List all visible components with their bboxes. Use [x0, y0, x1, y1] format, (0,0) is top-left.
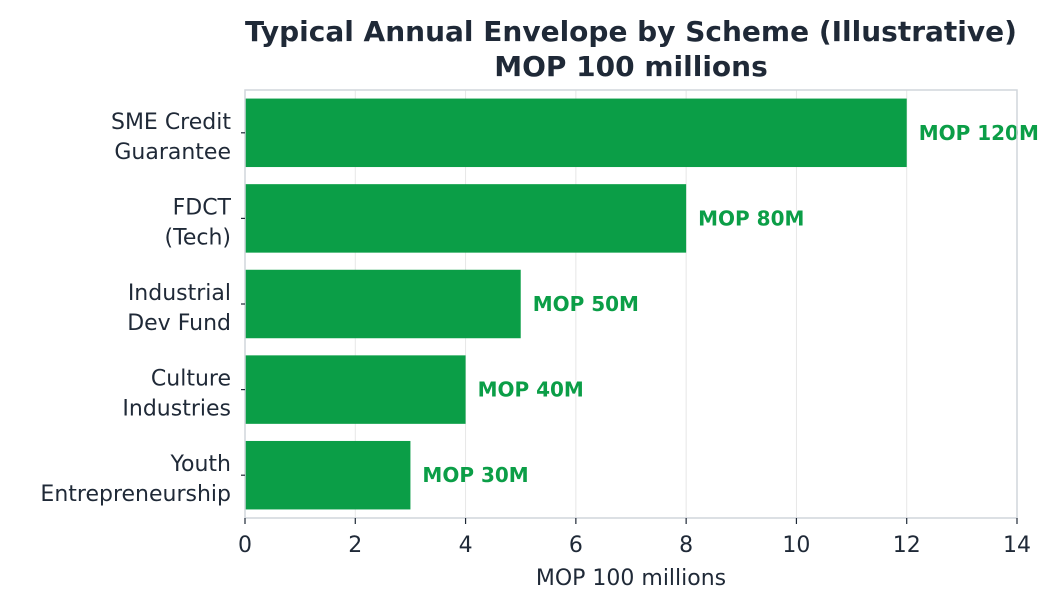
y-tick-label-line: Culture [151, 367, 231, 392]
y-tick-label-2: Industrial Dev Fund [127, 281, 231, 336]
chart-subtitle: MOP 100 millions [494, 50, 768, 83]
x-tick-label-3: 6 [569, 533, 583, 558]
y-tick-label-line: Guarantee [114, 140, 231, 165]
y-tick-label-4: Youth Entrepreneurship [40, 452, 231, 507]
y-tick-label-line: Dev Fund [127, 311, 231, 336]
data-label-2: MOP 50M [533, 292, 639, 316]
bar-1 [245, 184, 687, 253]
x-axis-label: MOP 100 millions [536, 566, 726, 591]
bar-3 [245, 355, 466, 424]
y-tick-label-line: Industries [122, 397, 231, 422]
y-tick-label-line: Industrial [128, 281, 231, 306]
x-tick-label-2: 4 [459, 533, 473, 558]
y-tick-label-0: SME Credit Guarantee [111, 110, 231, 165]
y-tick-label-line: Entrepreneurship [40, 482, 231, 507]
y-tick-label-line: (Tech) [165, 225, 231, 250]
y-tick-label-line: SME Credit [111, 110, 231, 135]
x-axis-ticks: 0 2 4 6 8 10 12 14 [238, 518, 1031, 558]
x-tick-label-0: 0 [238, 533, 252, 558]
data-label-1: MOP 80M [698, 206, 804, 230]
bars: MOP 120M MOP 80M MOP 50M MOP 40M MOP 30M [245, 98, 1039, 510]
y-tick-label-line: FDCT [173, 195, 232, 220]
x-tick-label-6: 12 [893, 533, 921, 558]
chart-title: Typical Annual Envelope by Scheme (Illus… [245, 15, 1017, 48]
data-label-3: MOP 40M [478, 378, 584, 402]
x-tick-label-5: 10 [782, 533, 810, 558]
y-tick-label-3: Culture Industries [122, 367, 231, 422]
x-tick-label-4: 8 [679, 533, 693, 558]
y-axis-ticks: SME Credit Guarantee FDCT (Tech) Industrial D… [40, 110, 245, 507]
data-label-4: MOP 30M [422, 463, 528, 487]
x-tick-label-7: 14 [1003, 533, 1031, 558]
bar-0 [245, 98, 907, 168]
x-tick-label-1: 2 [348, 533, 362, 558]
bar-4 [245, 440, 411, 510]
y-tick-label-1: FDCT (Tech) [165, 195, 232, 250]
bar-2 [245, 269, 521, 339]
y-tick-label-line: Youth [170, 452, 232, 477]
data-label-0: MOP 120M [919, 121, 1039, 145]
